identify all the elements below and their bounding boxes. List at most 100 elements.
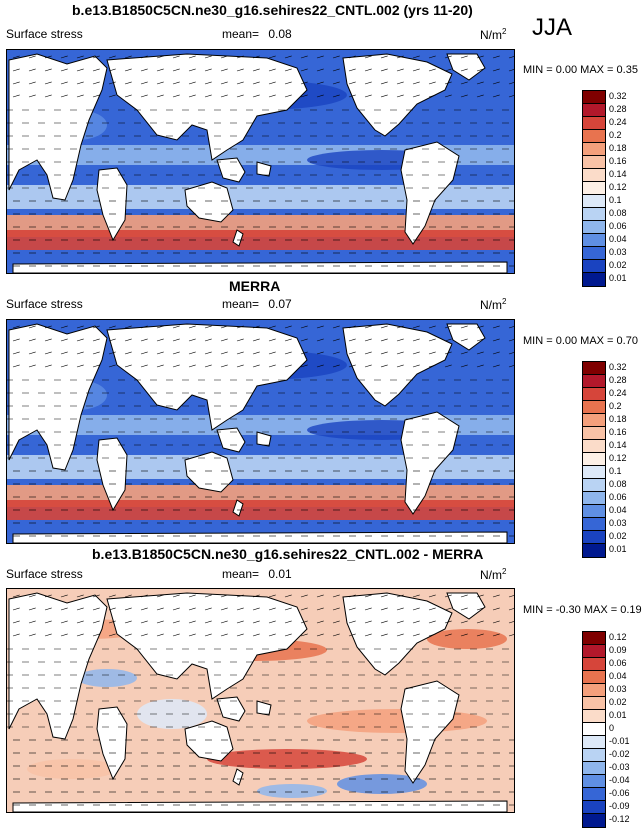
colorbar-label: 0.03: [609, 518, 627, 528]
colorbar-label: 0.01: [609, 710, 627, 720]
panel-3-mean-value: 0.01: [268, 567, 291, 581]
colorbar-label: -0.01: [609, 736, 630, 746]
colorbar-label: 0.01: [609, 544, 627, 554]
colorbar-label: 0.04: [609, 234, 627, 244]
colorbar-swatch: [583, 749, 605, 762]
panel-3-variable: Surface stress: [6, 567, 83, 581]
colorbar-swatch: [583, 479, 605, 492]
colorbar-swatch: [583, 775, 605, 788]
colorbar-swatch: [583, 505, 605, 518]
colorbar-label: 0: [609, 723, 614, 733]
colorbar-label: 0.32: [609, 362, 627, 372]
panel-1-minmax: MIN = 0.00 MAX = 0.35: [523, 64, 638, 76]
colorbar-swatch: [583, 117, 605, 130]
colorbar-label: 0.16: [609, 427, 627, 437]
panel-3-units-sup: 2: [502, 567, 506, 576]
panel-3-mean-label: mean=: [222, 567, 259, 581]
colorbar-swatch: [583, 671, 605, 684]
colorbar-swatch: [583, 531, 605, 544]
colorbar-swatch: [583, 375, 605, 388]
land-mass: [13, 801, 507, 812]
colorbar-label: 0.12: [609, 453, 627, 463]
anomaly-blob: [307, 709, 487, 733]
colorbar-swatch: [583, 492, 605, 505]
colorbar-swatch: [583, 182, 605, 195]
colorbar-label: 0.32: [609, 91, 627, 101]
colorbar-swatch: [583, 169, 605, 182]
colorbar-label: 0.02: [609, 697, 627, 707]
anomaly-blob: [77, 669, 137, 687]
colorbar-swatch: [583, 453, 605, 466]
panel-1-mean-label: mean=: [222, 27, 259, 41]
colorbar-label: 0.18: [609, 143, 627, 153]
colorbar-swatch: [583, 658, 605, 671]
panel-2-units-sup: 2: [502, 297, 506, 306]
colorbar-label: -0.04: [609, 775, 630, 785]
colorbar-label: -0.02: [609, 749, 630, 759]
colorbar-swatch: [583, 427, 605, 440]
colorbar-swatch: [583, 414, 605, 427]
colorbar-swatch: [583, 362, 605, 375]
panel-2-units-text: N/m: [480, 298, 502, 312]
panel-1-variable: Surface stress: [6, 27, 83, 41]
colorbar-swatch: [583, 221, 605, 234]
colorbar-swatch: [583, 684, 605, 697]
colorbar-label: 0.1: [609, 195, 622, 205]
colorbar-label: 0.14: [609, 440, 627, 450]
colorbar-label: 0.06: [609, 492, 627, 502]
colorbar-swatch: [583, 156, 605, 169]
panel-3-title: b.e13.B1850C5CN.ne30_g16.sehires22_CNTL.…: [92, 546, 483, 562]
colorbar-swatch: [583, 388, 605, 401]
panel-3-colorbar: [582, 631, 606, 828]
colorbar-label: 0.01: [609, 273, 627, 283]
colorbar-label: 0.16: [609, 156, 627, 166]
map-canvas: [7, 320, 514, 543]
colorbar-label: 0.03: [609, 247, 627, 257]
colorbar-label: 0.09: [609, 645, 627, 655]
panel-2-variable: Surface stress: [6, 297, 83, 311]
colorbar-label: -0.09: [609, 801, 630, 811]
colorbar-label: 0.24: [609, 117, 627, 127]
panel-3-mean: mean= 0.01: [222, 567, 292, 581]
panel-3-map: [6, 588, 515, 813]
colorbar-swatch: [583, 130, 605, 143]
colorbar-swatch: [583, 518, 605, 531]
panel-2-units: N/m2: [480, 297, 506, 312]
colorbar-swatch: [583, 645, 605, 658]
colorbar-label: 0.2: [609, 130, 622, 140]
panel-3-units: N/m2: [480, 567, 506, 582]
panel-1-title: b.e13.B1850C5CN.ne30_g16.sehires22_CNTL.…: [72, 2, 473, 18]
panel-1-units-sup: 2: [502, 27, 506, 36]
map-canvas: [7, 50, 514, 273]
colorbar-label: 0.1: [609, 466, 622, 476]
colorbar-label: 0.18: [609, 414, 627, 424]
colorbar-swatch: [583, 736, 605, 749]
panel-2-map: [6, 319, 515, 544]
panel-1-map: [6, 49, 515, 274]
colorbar-label: -0.03: [609, 762, 630, 772]
colorbar-label: 0.12: [609, 632, 627, 642]
land-mass: [13, 262, 507, 273]
colorbar-label: 0.24: [609, 388, 627, 398]
colorbar-label: 0.02: [609, 531, 627, 541]
colorbar-label: 0.02: [609, 260, 627, 270]
anomaly-blob: [257, 784, 327, 798]
panel-2-colorbar: [582, 361, 606, 558]
panel-3-units-text: N/m: [480, 568, 502, 582]
colorbar-label: 0.28: [609, 375, 627, 385]
panel-2-mean-label: mean=: [222, 297, 259, 311]
colorbar-swatch: [583, 440, 605, 453]
anomaly-blob: [27, 759, 117, 779]
colorbar-label: -0.12: [609, 814, 630, 824]
colorbar-swatch: [583, 401, 605, 414]
colorbar-swatch: [583, 104, 605, 117]
panel-2-mean-value: 0.07: [268, 297, 291, 311]
colorbar-label: 0.03: [609, 684, 627, 694]
colorbar-swatch: [583, 762, 605, 775]
colorbar-swatch: [583, 697, 605, 710]
colorbar-swatch: [583, 723, 605, 736]
panel-1-mean: mean= 0.08: [222, 27, 292, 41]
panel-3-minmax: MIN = -0.30 MAX = 0.19: [523, 604, 642, 616]
colorbar-label: 0.04: [609, 505, 627, 515]
colorbar-label: 0.2: [609, 401, 622, 411]
